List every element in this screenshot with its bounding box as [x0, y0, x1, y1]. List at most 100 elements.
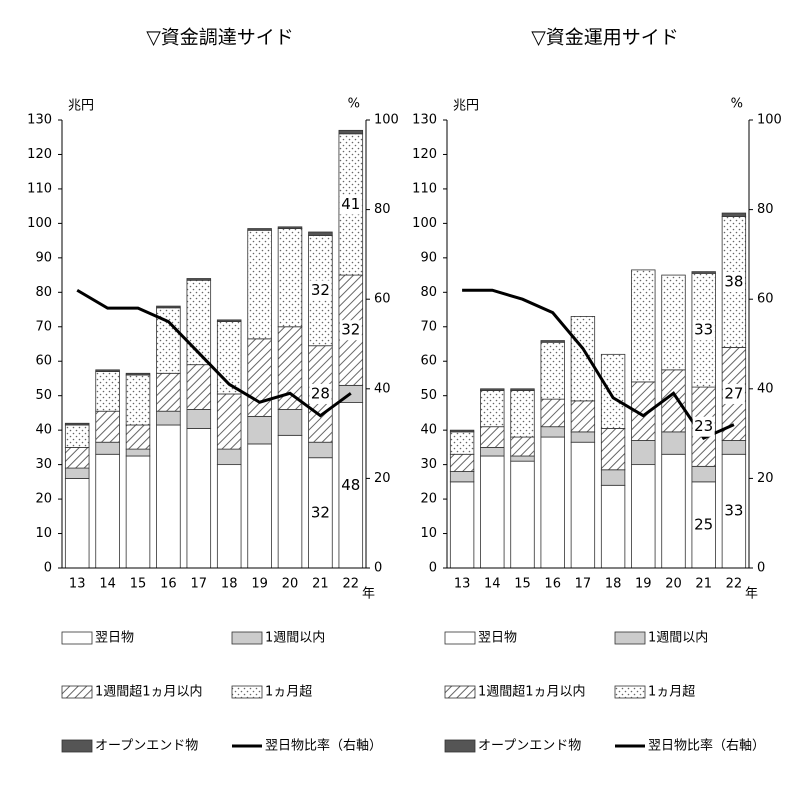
y-tick-label: 80: [35, 285, 52, 300]
bar-segment: [156, 410, 181, 426]
bar-segment: [186, 364, 212, 410]
x-tick-label: 17: [191, 577, 208, 592]
legend-label: 1週間以内: [648, 630, 708, 646]
y2-axis-unit: %: [348, 97, 360, 112]
y-tick-label: 90: [420, 250, 437, 265]
y-tick-label: 130: [412, 113, 437, 128]
value-label: 33: [724, 502, 743, 520]
y2-tick-label: 60: [757, 292, 774, 307]
bar-segment: [449, 431, 475, 455]
bar-segment: [661, 274, 686, 371]
bar-segment: [125, 448, 151, 457]
bar-segment: [721, 440, 747, 455]
bar-segment: [449, 481, 475, 569]
y-tick-label: 90: [35, 250, 52, 265]
y-tick-label: 50: [420, 388, 437, 403]
value-label: 33: [694, 321, 713, 339]
bar-segment: [247, 229, 272, 340]
bar-segment: [156, 305, 181, 309]
x-tick-label: 18: [221, 577, 238, 592]
bar-segment: [540, 340, 565, 343]
y-axis-unit: 兆円: [68, 99, 94, 114]
y2-tick-label: 100: [374, 113, 399, 128]
x-tick-label: 14: [99, 577, 116, 592]
bar-segment: [95, 441, 120, 455]
bar-segment: [480, 455, 505, 569]
legend-swatch: [444, 739, 476, 753]
legend-swatch: [444, 631, 476, 645]
bar-segment: [540, 426, 565, 438]
bar-segment: [480, 388, 505, 391]
value-label: 23: [694, 417, 713, 435]
y-tick-label: 20: [420, 492, 437, 507]
x-tick-label: 16: [544, 577, 561, 592]
x-tick-label: 19: [251, 577, 268, 592]
x-tick-label: 21: [695, 577, 712, 592]
legend-swatch: [231, 631, 263, 645]
y2-tick-label: 0: [374, 561, 382, 576]
bar-segment: [156, 372, 181, 412]
y-tick-label: 70: [420, 319, 437, 334]
bar-segment: [721, 212, 747, 217]
y-axis-unit: 兆円: [453, 99, 479, 114]
y2-tick-label: 80: [757, 202, 774, 217]
bar-segment: [216, 319, 242, 322]
bar-segment: [510, 388, 535, 391]
bar-segment: [64, 467, 90, 479]
bar-segment: [125, 374, 151, 426]
bar-segment: [570, 431, 596, 443]
y2-tick-label: 60: [374, 292, 391, 307]
legend-swatch: [614, 685, 646, 699]
x-tick-label: 22: [726, 577, 743, 592]
x-tick-label: 21: [312, 577, 329, 592]
bar-segment: [338, 129, 364, 135]
y2-tick-label: 20: [374, 471, 391, 486]
bar-segment: [540, 341, 565, 400]
bar-segment: [308, 231, 333, 236]
bar-segment: [691, 465, 716, 483]
x-tick-label: 13: [454, 577, 471, 592]
bar-segment: [216, 448, 242, 466]
legend-swatch: [61, 631, 93, 645]
value-label: 32: [311, 281, 330, 299]
bar-segment: [247, 443, 272, 569]
legend-label: 1週間以内: [265, 630, 325, 646]
y-tick-label: 60: [35, 354, 52, 369]
y-tick-label: 60: [420, 354, 437, 369]
y-tick-label: 100: [412, 216, 437, 231]
chart-title: ▽資金調達サイド: [146, 27, 294, 49]
x-tick-label: 14: [484, 577, 501, 592]
x-tick-label: 17: [575, 577, 592, 592]
y-tick-label: 120: [27, 147, 52, 162]
line-series: [462, 288, 735, 440]
legend-label: 翌日物比率（右軸）: [648, 738, 765, 754]
y-tick-label: 80: [420, 285, 437, 300]
bar-segment: [570, 400, 596, 433]
y2-tick-label: 20: [757, 471, 774, 486]
chart-title: ▽資金運用サイド: [531, 27, 679, 49]
bar-segment: [216, 393, 242, 450]
y-tick-label: 120: [412, 147, 437, 162]
y2-tick-label: 100: [757, 113, 782, 128]
line-series: [76, 288, 352, 418]
y-tick-label: 100: [27, 216, 52, 231]
y-tick-label: 20: [35, 492, 52, 507]
x-tick-label: 20: [665, 577, 682, 592]
y-tick-label: 10: [35, 526, 52, 541]
bar-segment: [186, 428, 212, 569]
legend-label: 翌日物: [478, 631, 517, 646]
bar-segment: [64, 424, 90, 448]
bar-segment: [64, 422, 90, 426]
y-tick-label: 50: [35, 388, 52, 403]
bar-segment: [64, 446, 90, 469]
bar-segment: [600, 469, 626, 486]
y2-tick-label: 0: [757, 561, 765, 576]
y-tick-label: 30: [420, 457, 437, 472]
bar-segment: [64, 477, 90, 569]
bar-segment: [510, 390, 535, 438]
x-axis-unit: 年: [745, 587, 758, 602]
value-label: 48: [341, 476, 360, 494]
bar-segment: [631, 464, 656, 569]
bar-segment: [631, 269, 656, 383]
value-label: 27: [724, 384, 743, 402]
